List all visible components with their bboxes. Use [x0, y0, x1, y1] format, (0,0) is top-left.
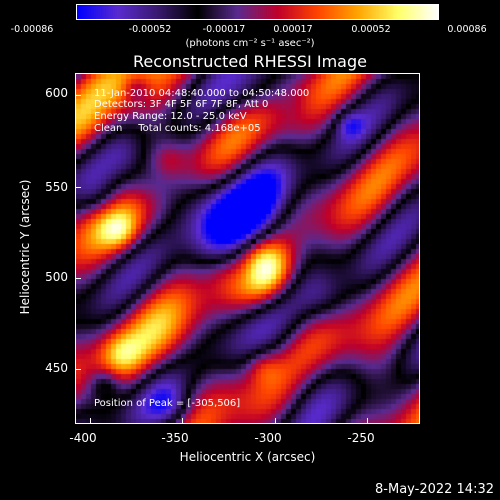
y-tick-mark	[75, 95, 81, 96]
colorbar-tick: -0.00052	[128, 24, 172, 35]
y-tick-mark	[75, 278, 81, 279]
x-tick-mark	[182, 418, 183, 424]
x-tick-label: -350	[161, 431, 189, 445]
timestamp: 8-May-2022 14:32	[375, 482, 494, 497]
image-title: Reconstructed RHESSI Image	[133, 52, 367, 71]
x-tick-label: -400	[69, 431, 97, 445]
colorbar-ticks: -0.00086 -0.00052 -0.00017 0.00017 0.000…	[0, 24, 500, 38]
x-tick-mark	[90, 418, 91, 424]
colorbar	[76, 4, 439, 20]
time-range-text: 11-Jan-2010 04:48:40.000 to 04:50:48.000	[94, 88, 310, 99]
energy-range-text: Energy Range: 12.0 - 25.0 keV	[94, 111, 247, 122]
colorbar-tick: 0.00017	[273, 24, 313, 35]
colorbar-tick: 0.00052	[351, 24, 391, 35]
y-tick-label: 500	[45, 270, 68, 284]
y-tick-label: 450	[45, 361, 68, 375]
y-tick-mark	[75, 187, 81, 188]
detectors-text: Detectors: 3F 4F 5F 6F 7F 8F, Att 0	[94, 99, 269, 110]
peak-position-text: Position of Peak = [-305,506]	[94, 398, 241, 409]
colorbar-tick: 0.00086	[447, 24, 487, 35]
y-tick-label: 550	[45, 180, 68, 194]
heatmap-image	[76, 74, 419, 423]
x-tick-mark	[367, 418, 368, 424]
y-tick-label: 600	[45, 86, 68, 100]
image-plot	[75, 73, 420, 424]
counts-text: Clean Total counts: 4.168e+05	[94, 123, 261, 134]
colorbar-tick: -0.00086	[10, 24, 54, 35]
y-tick-mark	[75, 369, 81, 370]
x-axis-label: Heliocentric X (arcsec)	[179, 450, 316, 464]
x-tick-label: -300	[254, 431, 282, 445]
colorbar-unit-label: (photons cm⁻² s⁻¹ asec⁻²)	[185, 38, 315, 49]
colorbar-tick: -0.00017	[202, 24, 246, 35]
x-tick-mark	[275, 418, 276, 424]
y-axis-label: Heliocentric Y (arcsec)	[18, 179, 32, 315]
x-tick-label: -250	[347, 431, 375, 445]
